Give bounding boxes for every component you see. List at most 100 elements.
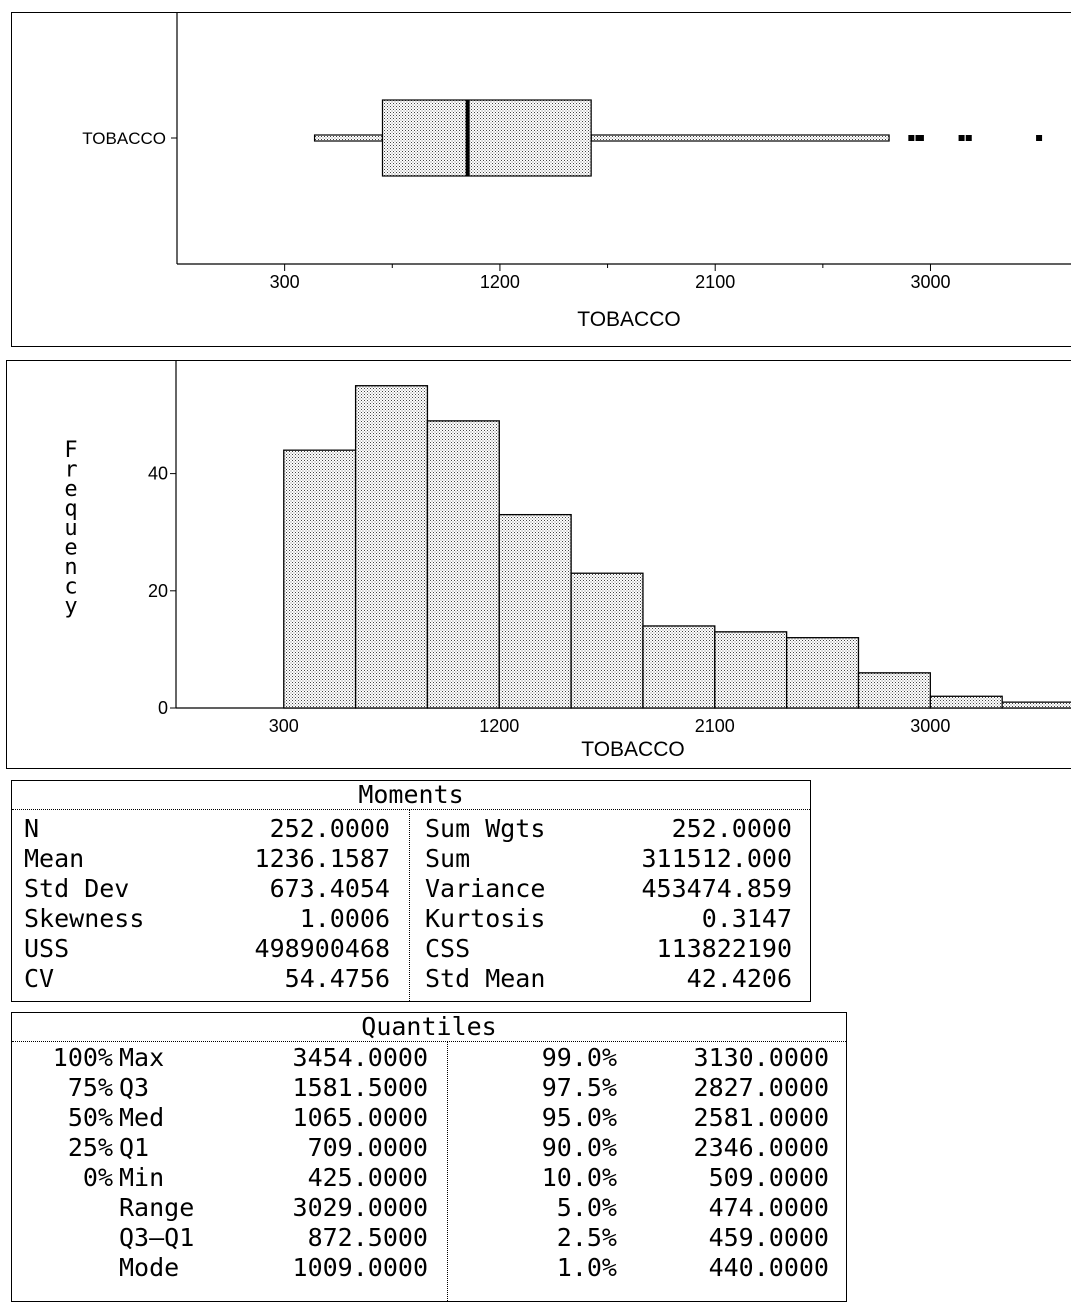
moments-title: Moments xyxy=(12,781,810,810)
quantile-percent: 2.5% xyxy=(556,1223,617,1252)
histogram-bar xyxy=(498,513,572,709)
moments-stat-value: 54.4756 xyxy=(284,964,390,993)
boxplot-x-tick-label: 3000 xyxy=(910,272,950,292)
quantile-value: 425.0000 xyxy=(307,1163,428,1192)
boxplot-outlier xyxy=(917,135,924,141)
moments-row: Std Dev 673.4054 Variance 453474.859 xyxy=(12,874,810,904)
quantile-value: 459.0000 xyxy=(708,1223,829,1252)
boxplot-x-tick-label: 300 xyxy=(270,272,300,292)
moments-stat-label: Sum Wgts xyxy=(425,814,546,843)
quantile-label: Min xyxy=(119,1163,165,1192)
moments-stat-label: Skewness xyxy=(24,904,145,933)
moments-stat-value: 311512.000 xyxy=(641,844,792,873)
boxplot-x-axis-label: TOBACCO xyxy=(577,308,680,331)
moments-stat-value: 113822190 xyxy=(656,934,792,963)
moments-stat-label: Kurtosis xyxy=(425,904,546,933)
boxplot-x-tick-label: 1200 xyxy=(480,272,520,292)
histogram-y-tick-label: 0 xyxy=(158,698,168,718)
boxplot-x-tick-label: 2100 xyxy=(695,272,735,292)
quantile-percent: 97.5% xyxy=(541,1073,617,1102)
histogram-x-tick-label: 2100 xyxy=(695,716,735,736)
boxplot-upper-whisker xyxy=(590,134,890,142)
moments-stat-label: Variance xyxy=(425,874,546,903)
quantile-percent: 95.0% xyxy=(541,1103,617,1132)
moments-divider xyxy=(409,810,410,1001)
quantiles-row: Q3–Q1 872.5000 2.5% 459.0000 xyxy=(12,1223,846,1253)
moments-stat-label: USS xyxy=(24,934,70,963)
moments-stat-value: 673.4054 xyxy=(269,874,390,903)
quantile-percent: 25% xyxy=(67,1133,113,1162)
moments-rows: N 252.0000 Sum Wgts 252.0000 Mean 1236.1587 Su… xyxy=(12,810,810,994)
moments-stat-value: 252.0000 xyxy=(269,814,390,843)
histogram-x-tick-label: 1200 xyxy=(479,716,519,736)
quantile-value: 1009.0000 xyxy=(292,1253,428,1282)
quantile-value: 3130.0000 xyxy=(693,1043,829,1072)
moments-stat-value: 0.3147 xyxy=(701,904,792,933)
quantile-value: 440.0000 xyxy=(708,1253,829,1282)
quantile-value: 474.0000 xyxy=(708,1193,829,1222)
histogram-y-tick-label: 40 xyxy=(148,464,168,484)
moments-stat-value: 1.0006 xyxy=(299,904,390,933)
quantile-percent: 5.0% xyxy=(556,1193,617,1222)
quantiles-row: 25% Q1 709.0000 90.0% 2346.0000 xyxy=(12,1133,846,1163)
moments-stat-label: Sum xyxy=(425,844,471,873)
boxplot-median-line xyxy=(465,100,470,176)
quantiles-table: Quantiles 100% Max 3454.0000 99.0% 3130.0000… xyxy=(11,1012,847,1302)
quantile-percent: 0% xyxy=(82,1163,113,1192)
histogram-x-tick-label: 300 xyxy=(269,716,299,736)
moments-row: CV 54.4756 Std Mean 42.4206 xyxy=(12,964,810,994)
moments-stat-label: Mean xyxy=(24,844,85,873)
boxplot-outlier xyxy=(965,135,972,141)
quantiles-row: Mode 1009.0000 1.0% 440.0000 xyxy=(12,1253,846,1283)
quantiles-title: Quantiles xyxy=(12,1013,846,1042)
quantiles-row: 0% Min 425.0000 10.0% 509.0000 xyxy=(12,1163,846,1193)
quantile-label: Q3 xyxy=(119,1073,150,1102)
quantile-label: Q1 xyxy=(119,1133,150,1162)
quantile-label: Mode xyxy=(119,1253,180,1282)
quantile-value: 1065.0000 xyxy=(292,1103,428,1132)
moments-table: Moments N 252.0000 Sum Wgts 252.0000 Mean 123… xyxy=(11,780,811,1002)
moments-row: Skewness 1.0006 Kurtosis 0.3147 xyxy=(12,904,810,934)
quantile-percent: 90.0% xyxy=(541,1133,617,1162)
quantiles-row: 100% Max 3454.0000 99.0% 3130.0000 xyxy=(12,1043,846,1073)
histogram-bar xyxy=(785,637,860,709)
quantile-value: 1581.5000 xyxy=(292,1073,428,1102)
quantile-percent: 75% xyxy=(67,1073,113,1102)
histogram-y-tick-label: 20 xyxy=(148,581,168,601)
quantiles-row: 75% Q3 1581.5000 97.5% 2827.0000 xyxy=(12,1073,846,1103)
quantile-value: 2581.0000 xyxy=(693,1103,829,1132)
quantile-percent: 50% xyxy=(67,1103,113,1132)
quantiles-rows: 100% Max 3454.0000 99.0% 3130.0000 75% Q3 1581.… xyxy=(12,1042,846,1283)
moments-stat-label: CV xyxy=(24,964,55,993)
quantiles-divider xyxy=(447,1042,448,1301)
quantile-label: Med xyxy=(119,1103,165,1132)
quantiles-row: Range 3029.0000 5.0% 474.0000 xyxy=(12,1193,846,1223)
quantile-label: Q3–Q1 xyxy=(119,1223,195,1252)
moments-stat-label: Std Dev xyxy=(24,874,130,903)
quantile-label: Range xyxy=(119,1193,195,1222)
histogram-bar xyxy=(642,625,716,709)
quantile-percent: 100% xyxy=(52,1043,113,1072)
moments-row: USS 498900468 CSS 113822190 xyxy=(12,934,810,964)
quantile-percent: 1.0% xyxy=(556,1253,617,1282)
histogram-bar xyxy=(354,385,429,709)
quantile-percent: 10.0% xyxy=(541,1163,617,1192)
quantile-value: 3454.0000 xyxy=(292,1043,428,1072)
boxplot-chart: 300 1200 2100 3000 TOBACCO TOBACCO xyxy=(82,13,1071,331)
moments-stat-label: Std Mean xyxy=(425,964,546,993)
moments-stat-label: N xyxy=(24,814,40,843)
boxplot-outlier xyxy=(908,135,915,141)
quantile-value: 709.0000 xyxy=(307,1133,428,1162)
boxplot-outlier xyxy=(1036,135,1043,141)
moments-row: Mean 1236.1587 Sum 311512.000 xyxy=(12,844,810,874)
moments-stat-value: 252.0000 xyxy=(671,814,792,843)
histogram-bar xyxy=(714,631,788,709)
histogram-x-axis-label: TOBACCO xyxy=(581,738,684,761)
quantile-value: 2827.0000 xyxy=(693,1073,829,1102)
histogram-bar xyxy=(929,695,1003,709)
quantile-value: 2346.0000 xyxy=(693,1133,829,1162)
quantile-label: Max xyxy=(119,1043,165,1072)
moments-stat-value: 498900468 xyxy=(254,934,390,963)
